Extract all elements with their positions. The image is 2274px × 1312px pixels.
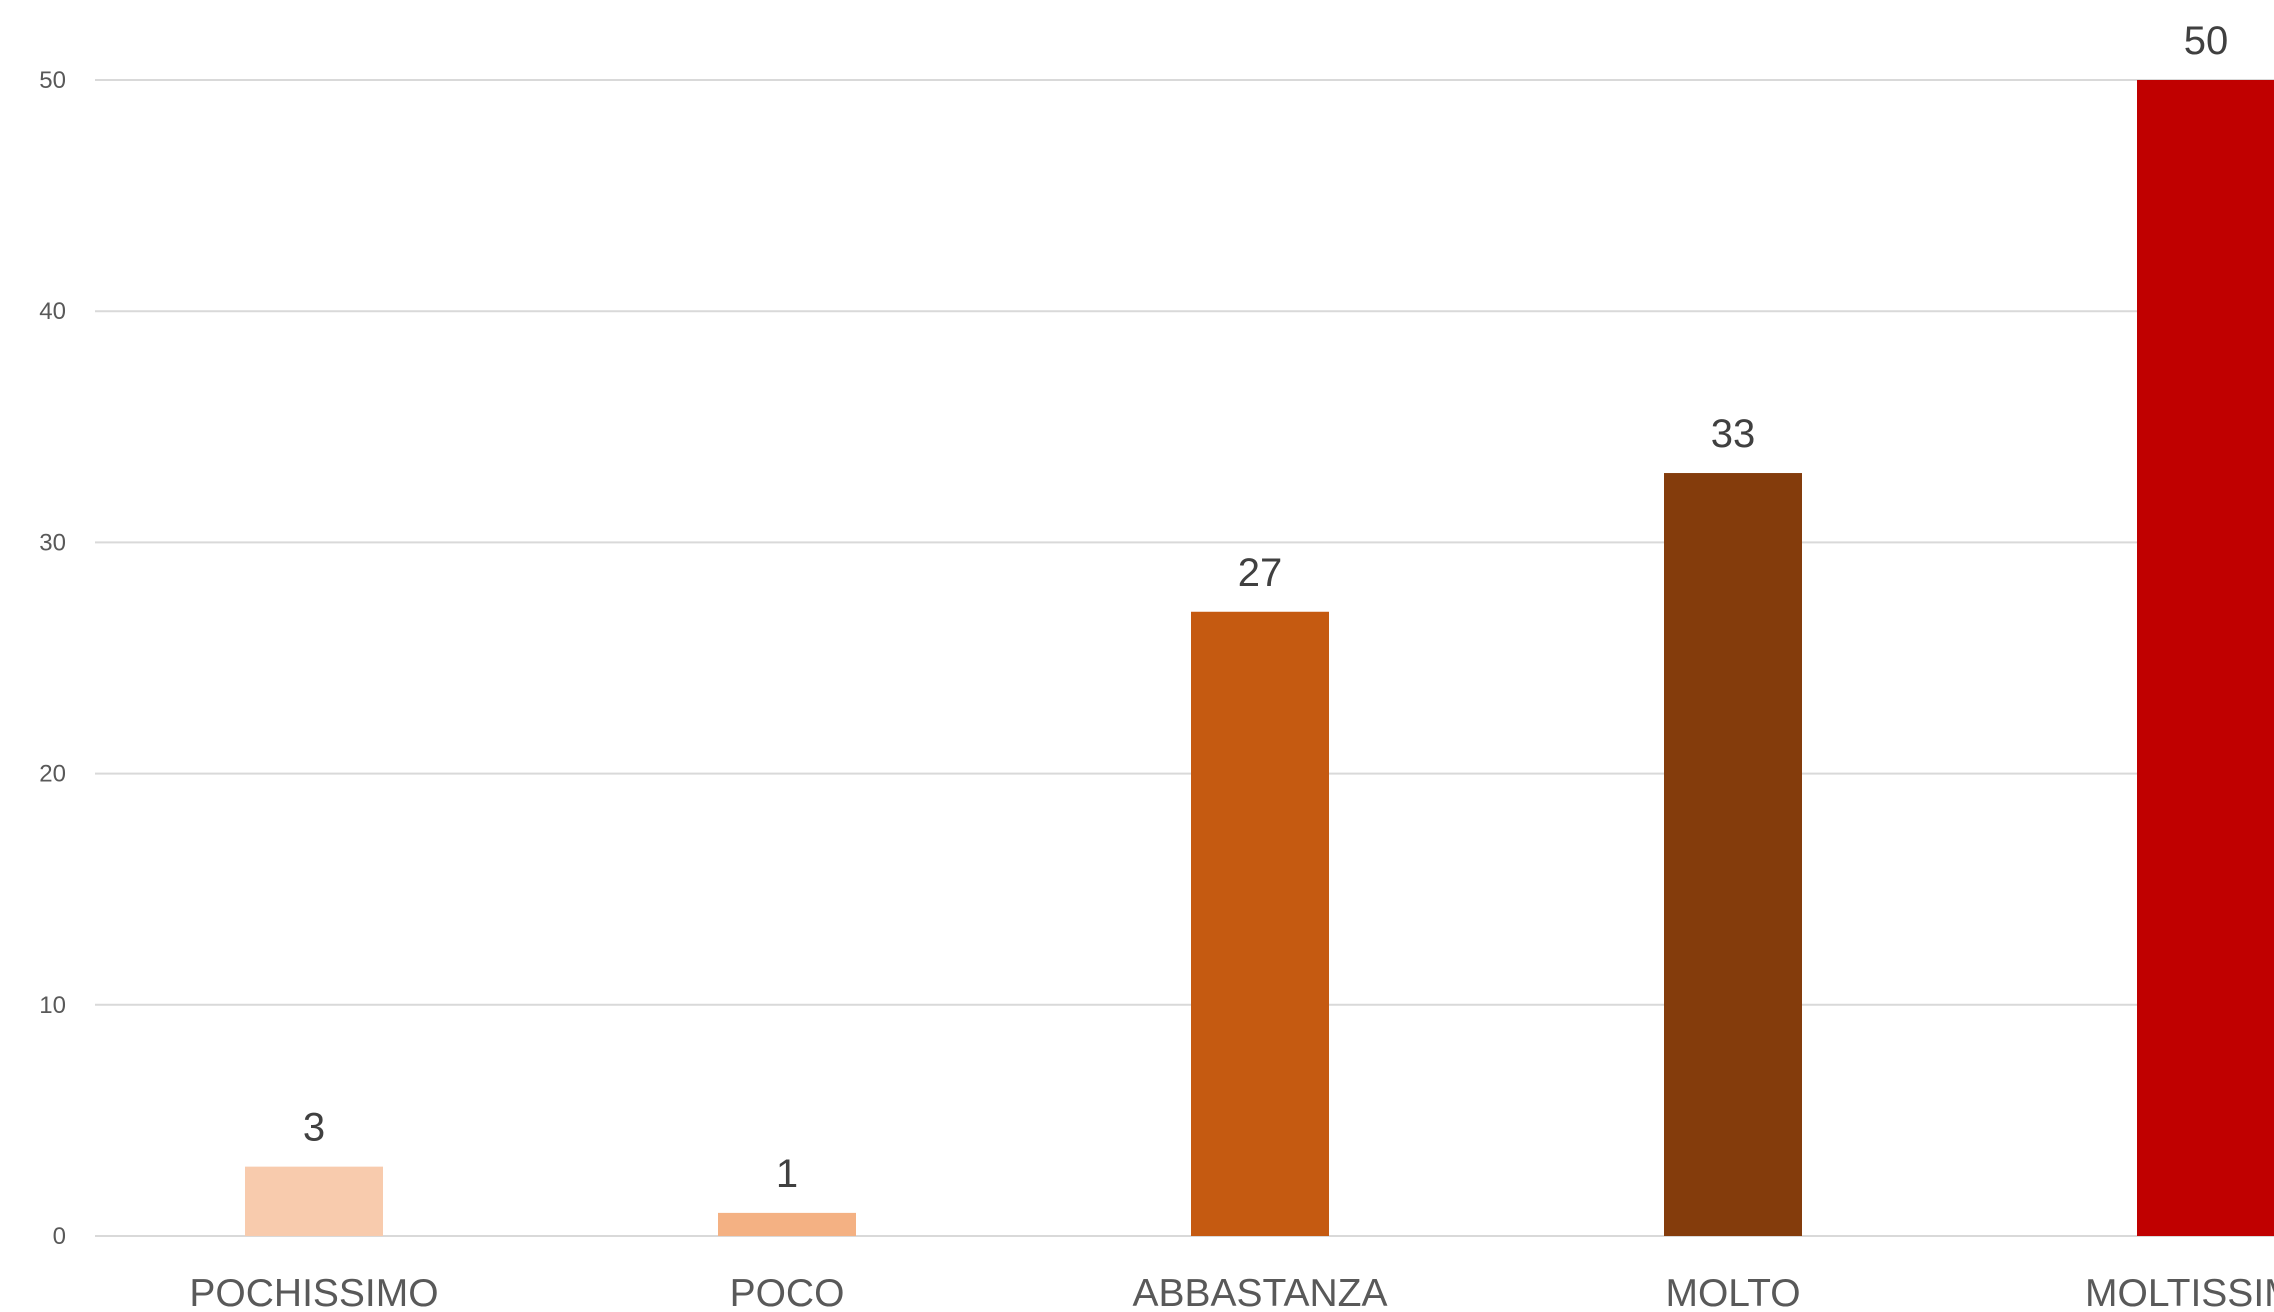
data-label-poco: 1 xyxy=(776,1152,798,1196)
y-axis-tick-labels: 0 10 20 30 40 50 xyxy=(39,67,66,1250)
bar-pochissimo xyxy=(245,1166,383,1236)
y-tick-label-40: 40 xyxy=(39,298,66,325)
bar-moltissimo xyxy=(2137,80,2274,1236)
category-label-poco: POCO xyxy=(730,1272,845,1312)
category-label-abbastanza: ABBASTANZA xyxy=(1132,1272,1387,1312)
category-label-moltissimo: MOLTISSIMO xyxy=(2085,1272,2274,1312)
y-tick-label-10: 10 xyxy=(39,992,66,1019)
data-labels: 3 1 27 33 50 xyxy=(303,19,2228,1196)
gridlines xyxy=(95,79,2274,1237)
y-tick-label-20: 20 xyxy=(39,761,66,788)
category-label-molto: MOLTO xyxy=(1665,1272,1800,1312)
bars xyxy=(245,80,2274,1236)
data-label-pochissimo: 3 xyxy=(303,1106,325,1150)
bar-molto xyxy=(1664,473,1802,1236)
data-label-moltissimo: 50 xyxy=(2184,19,2229,63)
y-tick-label-30: 30 xyxy=(39,529,66,556)
category-label-pochissimo: POCHISSIMO xyxy=(189,1272,438,1312)
x-axis-category-labels: POCHISSIMO POCO ABBASTANZA MOLTO MOLTISSIMO xyxy=(189,1272,2274,1312)
y-tick-label-0: 0 xyxy=(53,1223,66,1250)
data-label-molto: 33 xyxy=(1711,412,1756,456)
bar-abbastanza xyxy=(1191,611,1329,1236)
data-label-abbastanza: 27 xyxy=(1238,551,1283,595)
bar-poco xyxy=(718,1212,856,1236)
y-tick-label-50: 50 xyxy=(39,67,66,94)
